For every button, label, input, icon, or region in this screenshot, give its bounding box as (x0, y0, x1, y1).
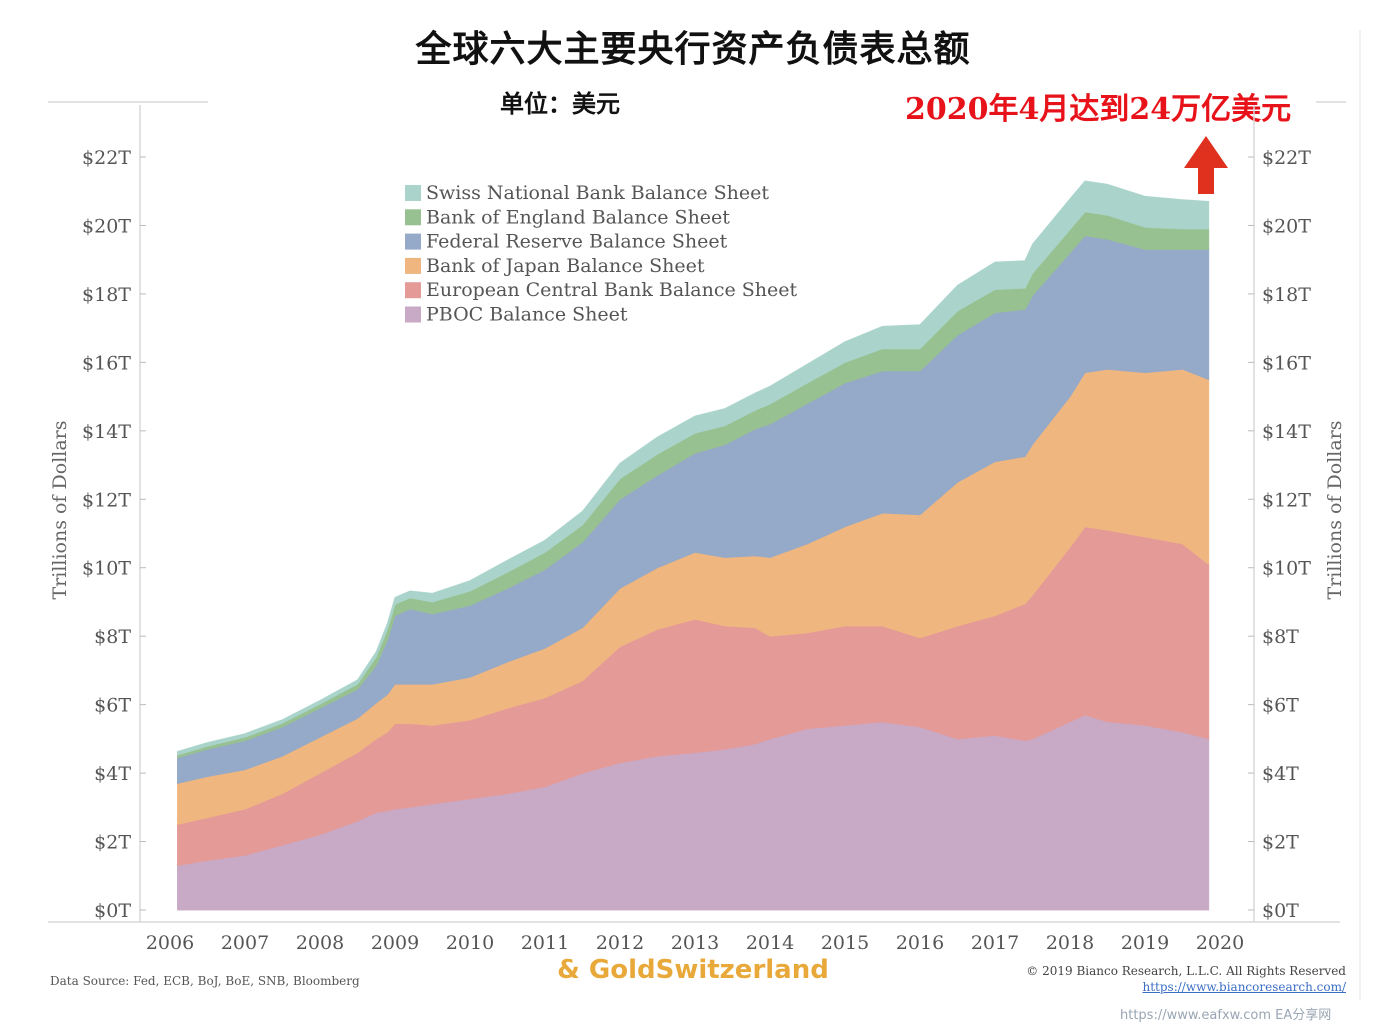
unit-label: 单位：美元 (500, 89, 620, 118)
data-source-note: Data Source: Fed, ECB, BoJ, BoE, SNB, Bl… (50, 974, 360, 988)
copyright-note: © 2019 Bianco Research, L.L.C. All Right… (1026, 964, 1346, 978)
xtick-label: 2010 (446, 932, 494, 954)
xtick-label: 2014 (746, 932, 794, 954)
xtick-label: 2016 (896, 932, 944, 954)
xtick-label: 2011 (521, 932, 569, 954)
ytick-label-right: $8T (1262, 626, 1299, 648)
xtick-label: 2013 (671, 932, 719, 954)
ytick-label-left: $18T (82, 284, 131, 306)
arrow-head (1184, 136, 1228, 168)
xtick-label: 2019 (1121, 932, 1169, 954)
legend-label: Bank of England Balance Sheet (426, 206, 730, 228)
ytick-label-right: $0T (1262, 900, 1299, 922)
xtick-label: 2008 (296, 932, 344, 954)
ytick-label-right: $22T (1262, 147, 1311, 169)
legend-swatch (405, 306, 421, 323)
arrow-up-icon (1184, 136, 1228, 194)
ytick-label-left: $14T (82, 421, 131, 443)
xtick-label: 2015 (821, 932, 869, 954)
legend-swatch (405, 209, 421, 226)
ytick-label-left: $20T (82, 215, 131, 237)
watermark-text: https://www.eafxw.com EA分享网 (1120, 1008, 1332, 1023)
area-swiss-national-bank-balance-sheet (177, 180, 1210, 756)
xtick-label: 2007 (221, 932, 269, 954)
ytick-label-left: $10T (82, 558, 131, 580)
ytick-label-right: $16T (1262, 352, 1311, 374)
ytick-label-right: $12T (1262, 489, 1311, 511)
legend-label: PBOC Balance Sheet (426, 304, 628, 326)
ytick-label-left: $0T (94, 900, 131, 922)
ytick-label-left: $8T (94, 626, 131, 648)
ytick-label-right: $4T (1262, 763, 1299, 785)
ytick-label-left: $12T (82, 489, 131, 511)
legend-swatch (405, 257, 421, 274)
arrow-shaft (1198, 166, 1214, 194)
ytick-label-right: $10T (1262, 558, 1311, 580)
xtick-label: 2017 (971, 932, 1019, 954)
ytick-label-left: $4T (94, 763, 131, 785)
xtick-label: 2020 (1196, 932, 1244, 954)
legend-label: European Central Bank Balance Sheet (426, 279, 797, 301)
legend-swatch (405, 282, 421, 299)
ytick-label-left: $6T (94, 695, 131, 717)
ytick-label-left: $2T (94, 832, 131, 854)
legend-label: Swiss National Bank Balance Sheet (426, 182, 769, 204)
xtick-label: 2012 (596, 932, 644, 954)
chart-title: 全球六大主要央行资产负债表总额 (415, 28, 971, 70)
ytick-label-right: $20T (1262, 215, 1311, 237)
legend-label: Federal Reserve Balance Sheet (426, 231, 728, 253)
plot-areas (177, 180, 1210, 911)
y-axis-label-left: Trillions of Dollars (49, 420, 71, 599)
legend-swatch (405, 233, 421, 250)
ytick-label-right: $2T (1262, 832, 1299, 854)
y-axis-label-right: Trillions of Dollars (1324, 420, 1346, 599)
legend-label: Bank of Japan Balance Sheet (426, 255, 705, 277)
brand-logo-text: & GoldSwitzerland (557, 955, 829, 985)
source-link[interactable]: https://www.biancoresearch.com/ (1142, 980, 1346, 994)
ytick-label-right: $6T (1262, 695, 1299, 717)
ytick-label-right: $14T (1262, 421, 1311, 443)
ytick-label-left: $16T (82, 352, 131, 374)
ytick-label-left: $22T (82, 147, 131, 169)
highlight-annotation: 2020年4月达到24万亿美元 (905, 92, 1292, 127)
xtick-label: 2009 (371, 932, 419, 954)
xtick-label: 2006 (146, 932, 194, 954)
ytick-label-right: $18T (1262, 284, 1311, 306)
axes: $0T $0T $2T $2T $4T $4T $6T $6T $8T $8T $10T $10T $1… (49, 147, 1346, 954)
chart-frame (48, 30, 1361, 1000)
legend-swatch (405, 185, 421, 201)
xtick-label: 2018 (1046, 932, 1094, 954)
